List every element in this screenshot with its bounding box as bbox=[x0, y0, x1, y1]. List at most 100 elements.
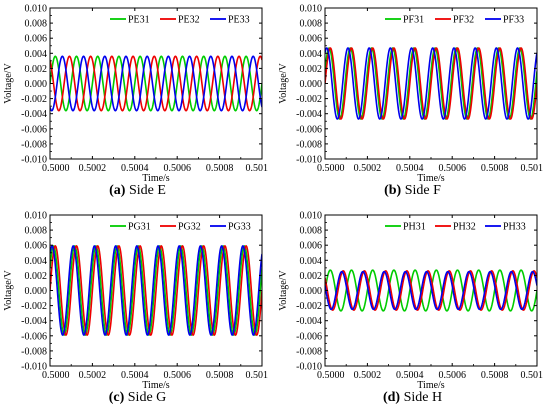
x-tick-label: 0.5000 bbox=[317, 163, 345, 174]
y-tick-label: -0.008 bbox=[21, 139, 47, 150]
y-axis-label: Voltage/V bbox=[3, 63, 14, 104]
x-axis-label: Time/s bbox=[142, 380, 170, 391]
y-tick-label: -0.010 bbox=[21, 155, 47, 166]
y-axis-label: Voltage/V bbox=[278, 63, 289, 104]
caption-letter-c: (c) bbox=[108, 390, 125, 405]
x-axis-label: Time/s bbox=[142, 173, 170, 184]
x-tick-label: 0.5004 bbox=[121, 163, 149, 174]
x-tick-label: 0.501 bbox=[246, 163, 269, 174]
chart-svg-c: 0.010 0.008 0.006 0.004 0.002 0.000 -0.002 -0.0… bbox=[3, 211, 269, 392]
caption-text-a: Side E bbox=[125, 183, 166, 198]
chart-panel-a: 0.010 0.008 0.006 0.004 0.002 0.000 -0.002 -0.0… bbox=[0, 0, 275, 207]
y-tick-label: 0.010 bbox=[300, 4, 323, 15]
x-tick-label: 0.5006 bbox=[163, 163, 191, 174]
series-line-pe31 bbox=[50, 55, 262, 112]
x-tick-label: 0.5008 bbox=[206, 163, 234, 174]
legend-label-pg33: PG33 bbox=[228, 222, 251, 233]
y-tick-label: -0.006 bbox=[21, 331, 47, 342]
series-line-pg31 bbox=[50, 245, 262, 336]
x-tick-label: 0.501 bbox=[246, 370, 269, 381]
y-axis-label: Voltage/V bbox=[3, 270, 14, 311]
series-line-ph33 bbox=[325, 270, 537, 311]
caption-c: (c) Side G bbox=[0, 390, 275, 406]
y-tick-label: 0.010 bbox=[25, 4, 48, 15]
series-line-pf31 bbox=[325, 47, 537, 120]
legend: PH31 PH32 PH33 bbox=[383, 218, 533, 234]
series-line-pe32 bbox=[50, 55, 262, 112]
y-tick-label: 0.006 bbox=[300, 34, 323, 45]
x-tick-label: 0.501 bbox=[521, 370, 544, 381]
y-tick-label: 0.000 bbox=[300, 79, 323, 90]
y-tick-label: 0.008 bbox=[25, 19, 48, 30]
y-tick-label: -0.002 bbox=[21, 94, 47, 105]
y-tick-label: -0.010 bbox=[296, 362, 322, 373]
y-tick-label: 0.000 bbox=[25, 286, 48, 297]
y-tick-label: 0.002 bbox=[25, 64, 48, 75]
y-tick-label: 0.008 bbox=[300, 226, 323, 237]
x-tick-label: 0.5002 bbox=[79, 370, 107, 381]
legend-label-ph32: PH32 bbox=[453, 222, 476, 233]
y-tick-label: -0.008 bbox=[296, 139, 322, 150]
y-tick-label: -0.008 bbox=[296, 346, 322, 357]
legend-label-ph33: PH33 bbox=[503, 222, 526, 233]
y-tick-label: 0.004 bbox=[25, 256, 48, 267]
x-tick-label: 0.5006 bbox=[163, 370, 191, 381]
y-tick-label: -0.002 bbox=[296, 94, 322, 105]
y-tick-label: 0.004 bbox=[25, 49, 48, 60]
y-tick-label: -0.004 bbox=[21, 109, 47, 120]
chart-panel-b: 0.010 0.008 0.006 0.004 0.002 0.000 -0.002 -0.0… bbox=[275, 0, 550, 207]
y-tick-label: 0.002 bbox=[300, 271, 323, 282]
x-tick-label: 0.5004 bbox=[121, 370, 149, 381]
series-line-ph31 bbox=[325, 269, 537, 312]
legend: PG31 PG32 PG33 bbox=[108, 218, 258, 234]
caption-letter-d: (d) bbox=[382, 390, 401, 405]
x-tick-label: 0.501 bbox=[521, 163, 544, 174]
y-tick-label: 0.008 bbox=[25, 226, 48, 237]
legend-label-pg31: PG31 bbox=[128, 222, 151, 233]
x-axis-label: Time/s bbox=[417, 380, 445, 391]
legend: PE31 PE32 PE33 bbox=[108, 11, 258, 27]
caption-letter-a: (a) bbox=[109, 183, 126, 198]
chart-svg-d: 0.010 0.008 0.006 0.004 0.002 0.000 -0.002 -0.0… bbox=[278, 211, 544, 392]
x-tick-label: 0.5004 bbox=[396, 163, 424, 174]
y-tick-label: 0.004 bbox=[300, 49, 323, 60]
legend-label-pe32: PE32 bbox=[178, 15, 200, 26]
x-tick-label: 0.5002 bbox=[354, 163, 382, 174]
chart-panel-d: 0.010 0.008 0.006 0.004 0.002 0.000 -0.002 -0.0… bbox=[275, 207, 550, 414]
x-tick-label: 0.5004 bbox=[396, 370, 424, 381]
x-tick-label: 0.5008 bbox=[481, 370, 509, 381]
legend-label-ph31: PH31 bbox=[403, 222, 426, 233]
chart-svg-b: 0.010 0.008 0.006 0.004 0.002 0.000 -0.002 -0.0… bbox=[278, 4, 544, 185]
legend-label-pf32: PF32 bbox=[453, 15, 474, 26]
series-line-pe33 bbox=[50, 55, 262, 112]
caption-b: (b) Side F bbox=[275, 183, 550, 199]
y-tick-label: -0.004 bbox=[296, 109, 322, 120]
caption-text-c: Side G bbox=[124, 390, 167, 405]
y-tick-label: 0.010 bbox=[300, 211, 323, 222]
y-tick-label: 0.010 bbox=[25, 211, 48, 222]
x-axis-label: Time/s bbox=[417, 173, 445, 184]
series-line-pg33 bbox=[50, 245, 262, 336]
y-tick-label: -0.008 bbox=[21, 346, 47, 357]
y-tick-label: -0.004 bbox=[296, 316, 322, 327]
x-tick-label: 0.5002 bbox=[354, 370, 382, 381]
caption-a: (a) Side E bbox=[0, 183, 275, 199]
y-axis-label: Voltage/V bbox=[278, 270, 289, 311]
legend-label-pf31: PF31 bbox=[403, 15, 424, 26]
y-tick-label: 0.006 bbox=[25, 34, 48, 45]
caption-text-d: Side H bbox=[400, 390, 443, 405]
x-tick-label: 0.5006 bbox=[438, 370, 466, 381]
legend-label-pe31: PE31 bbox=[128, 15, 150, 26]
y-tick-label: 0.004 bbox=[300, 256, 323, 267]
y-tick-label: -0.010 bbox=[296, 155, 322, 166]
y-tick-label: 0.006 bbox=[300, 241, 323, 252]
legend: PF31 PF32 PF33 bbox=[383, 11, 533, 27]
y-tick-label: -0.006 bbox=[21, 124, 47, 135]
y-tick-label: 0.000 bbox=[300, 286, 323, 297]
chart-svg-a: 0.010 0.008 0.006 0.004 0.002 0.000 -0.002 -0.0… bbox=[3, 4, 269, 185]
series-line-pf33 bbox=[325, 47, 537, 120]
y-tick-label: 0.008 bbox=[300, 19, 323, 30]
y-tick-label: -0.010 bbox=[21, 362, 47, 373]
y-tick-label: -0.002 bbox=[21, 301, 47, 312]
y-tick-label: -0.004 bbox=[21, 316, 47, 327]
